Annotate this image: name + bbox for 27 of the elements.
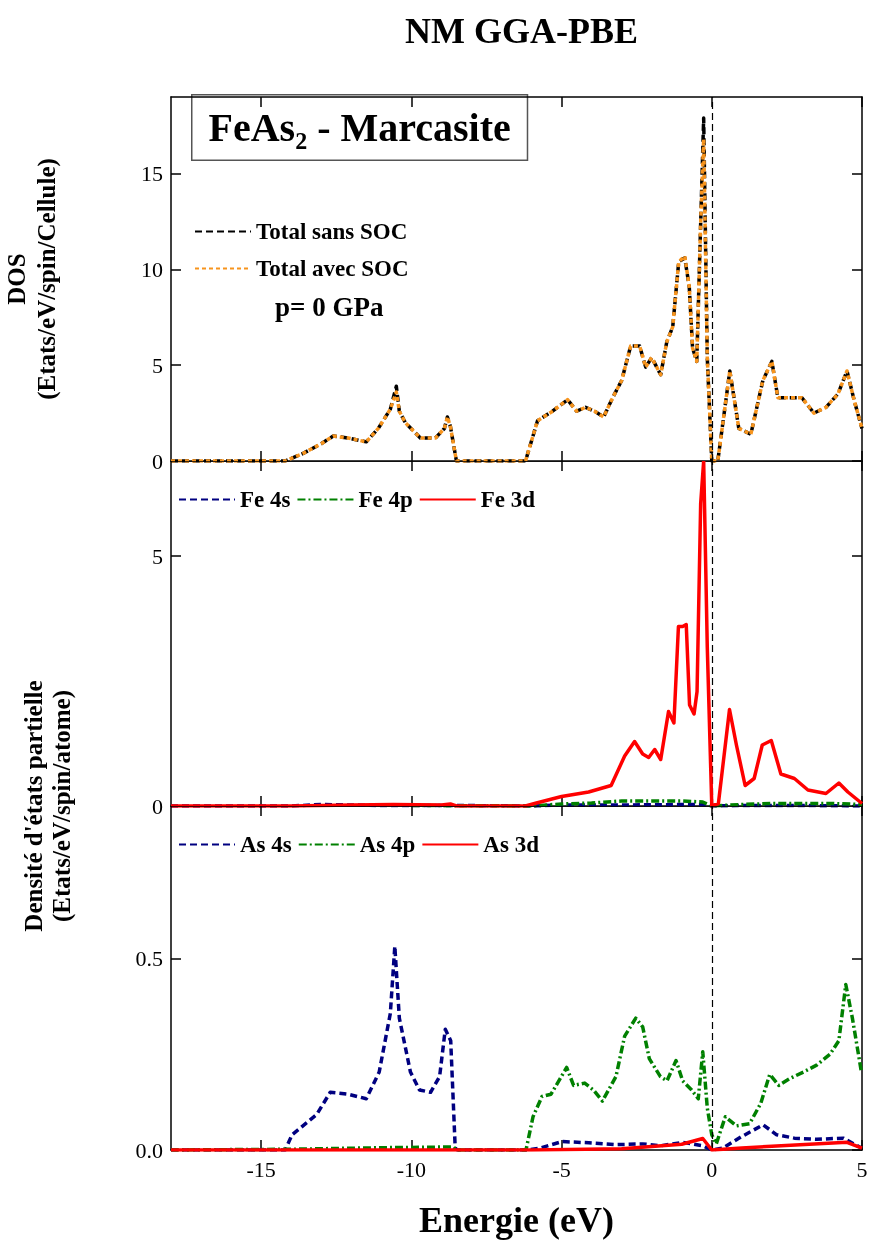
legend-label: As 3d — [483, 832, 540, 857]
chart-title: NM GGA-PBE — [405, 11, 638, 51]
x-tick-label: -5 — [552, 1156, 571, 1182]
legend-label: Total sans SOC — [256, 219, 408, 244]
legend-label: As 4p — [359, 832, 416, 857]
x-tick-label: -10 — [396, 1156, 427, 1182]
legend-label: As 4s — [240, 832, 292, 857]
x-axis-title: Energie (eV) — [419, 1200, 614, 1240]
y-tick-label: 0 — [152, 448, 163, 474]
x-tick-label: 0 — [706, 1156, 718, 1182]
legend-label: Fe 4p — [358, 487, 413, 512]
y-axis-title: Densité d'états partielle (Etats/eV/spin/atome) — [20, 679, 76, 934]
legend-label: Fe 4s — [240, 487, 291, 512]
y-tick-label: 15 — [141, 161, 163, 187]
legend-label: Total avec SOC — [256, 256, 409, 281]
annotation: p= 0 GPa — [275, 291, 384, 322]
y-tick-label: 5 — [152, 352, 163, 378]
y-tick-label: 5 — [152, 543, 163, 569]
y-tick-label: 10 — [141, 256, 163, 282]
x-tick-label: 5 — [856, 1156, 868, 1182]
annotation: FeAs₂ - Marcasite — [208, 105, 511, 150]
x-tick-label: -15 — [246, 1156, 276, 1182]
y-axis-title: DOS (Etats/eV/spin/Cellule) — [2, 158, 61, 400]
y-tick-label: 0.0 — [135, 1137, 163, 1163]
y-tick-label: 0 — [152, 793, 163, 819]
legend-label: Fe 3d — [480, 487, 536, 512]
y-tick-label: 0.5 — [135, 946, 163, 972]
